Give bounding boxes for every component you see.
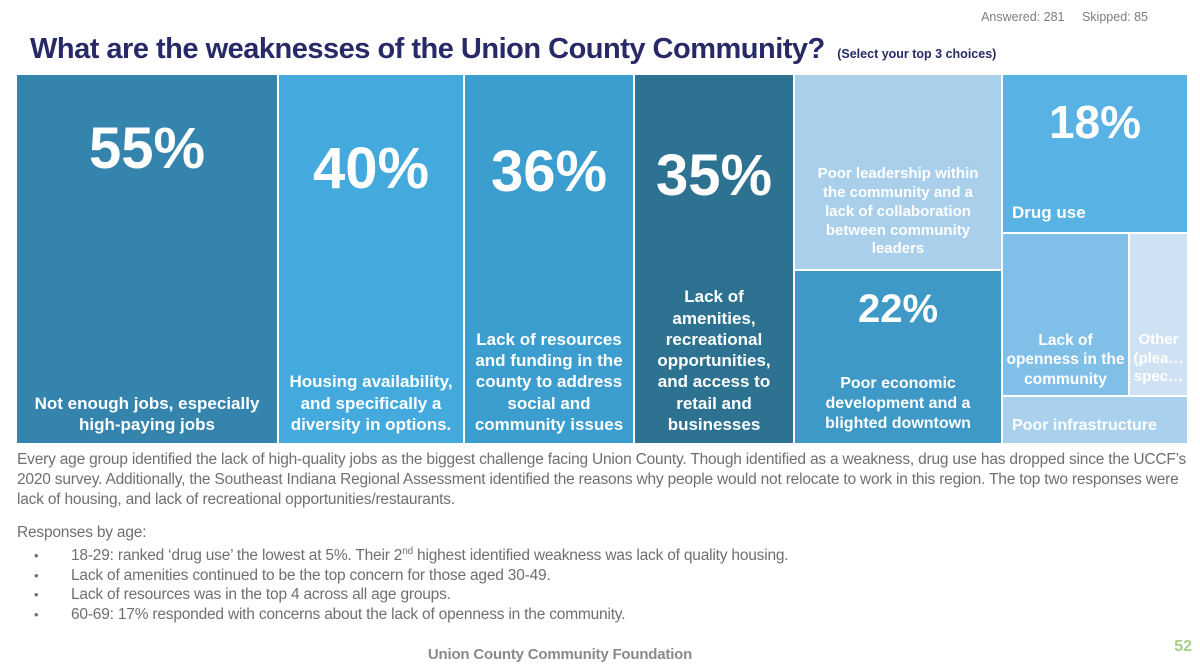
summary-paragraph: Every age group identified the lack of h… [17,451,1187,508]
page-subtitle: (Select your top 3 choices) [837,47,997,61]
title-row: What are the weaknesses of the Union Cou… [30,33,996,66]
treemap-block-openness: Lack of openness in the community [1003,234,1128,395]
block-label: Poor leadership within the community and… [817,165,979,258]
bullet-text-post: highest identified weakness was lack of … [412,547,789,564]
block-label: Lack of resources and funding in the cou… [474,329,624,434]
block-label: Not enough jobs, especially high-paying … [34,393,260,434]
block-label: Other (plea… spec… [1133,330,1184,386]
treemap-block-infrastructure: Poor infrastructure [1003,397,1187,443]
bullet-glyph: • [34,567,39,583]
page-number: 52 [1174,638,1192,655]
list-item: • Lack of amenities continued to be the … [17,566,1189,586]
list-item: • 60-69: 17% responded with concerns abo… [17,605,1189,625]
treemap-block-other: Other (plea… spec… [1130,234,1187,395]
treemap-block-jobs: 55% Not enough jobs, especially high-pay… [17,75,277,443]
response-stats: Answered: 281 Skipped: 85 [967,10,1148,24]
treemap-block-leadership: Poor leadership within the community and… [795,75,1001,269]
block-label: Poor economic development and a blighted… [825,375,971,432]
commentary-section: Every age group identified the lack of h… [17,450,1189,624]
block-percent: 36% [490,139,608,204]
age-bullet-list: • 18-29: ranked ‘drug use’ the lowest at… [17,546,1189,624]
block-label: Lack of amenities, recreational opportun… [657,287,771,434]
block-percent: 35% [655,143,773,208]
block-percent: 18% [1048,96,1142,148]
footer-organization: Union County Community Foundation [427,646,693,663]
block-label: Lack of openness in the community [1006,331,1125,388]
treemap-block-economic: 22% Poor economic development and a blig… [795,271,1001,443]
skipped-count: Skipped: 85 [1081,10,1148,24]
block-label: Housing availability, and specifically a… [289,372,453,434]
bullet-text: Lack of amenities continued to be the to… [71,566,551,584]
list-item: • Lack of resources was in the top 4 acr… [17,585,1189,605]
bullet-text: Lack of resources was in the top 4 acros… [71,586,451,603]
treemap-block-housing: 40% Housing availability, and specifical… [279,75,463,443]
responses-by-age-heading: Responses by age: [17,524,147,541]
bullet-text-pre: 18-29: ranked ‘drug use’ the lowest at 5… [71,547,403,564]
page-title: What are the weaknesses of the Union Cou… [30,33,825,65]
bullet-text: 60-69: 17% responded with concerns about… [71,605,626,623]
bullet-glyph: • [34,606,39,622]
bullet-text: 18-29: ranked ‘drug use’ the lowest at 5… [71,545,789,566]
weaknesses-treemap: 55% Not enough jobs, especially high-pay… [17,75,1187,443]
treemap-block-resources: 36% Lack of resources and funding in the… [465,75,633,443]
block-percent: 55% [88,116,206,181]
block-percent: 22% [857,287,939,331]
list-item: • 18-29: ranked ‘drug use’ the lowest at… [17,546,1189,566]
block-percent: 40% [312,136,430,201]
bullet-glyph: • [34,548,39,563]
treemap-block-amenities: 35% Lack of amenities, recreational oppo… [635,75,793,443]
block-label: Poor infrastructure [1012,417,1157,434]
treemap-block-drug-use: 18% Drug use [1003,75,1187,232]
block-label: Drug use [1012,202,1086,222]
bullet-glyph: • [34,587,39,602]
answered-count: Answered: 281 [981,10,1065,24]
bullet-text-sup: nd [402,545,413,557]
